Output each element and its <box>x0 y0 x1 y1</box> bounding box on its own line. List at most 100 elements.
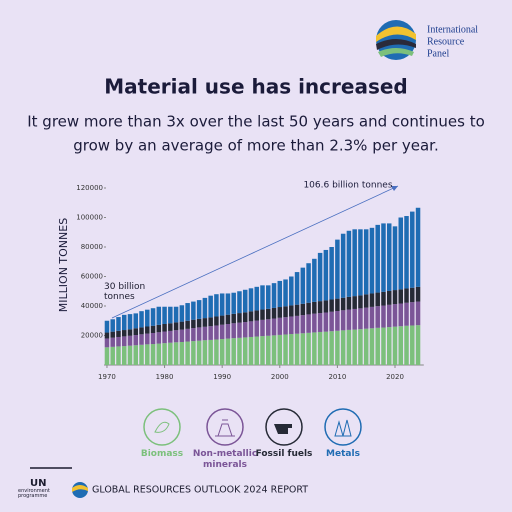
bar-segment <box>191 301 196 320</box>
y-tick-label: 40000 <box>81 302 103 310</box>
bar-segment <box>415 301 421 326</box>
bar-segment <box>381 305 386 328</box>
bar-segment <box>202 318 208 327</box>
bar-segment <box>392 226 398 291</box>
bar-segment <box>104 320 110 333</box>
bar-segment <box>196 340 202 365</box>
bar-segment <box>294 315 300 334</box>
bar-segment <box>145 344 150 365</box>
bar-segment <box>254 320 259 337</box>
bar-segment <box>150 344 156 365</box>
bar-segment <box>231 323 236 339</box>
bar-segment <box>242 322 248 338</box>
bar-segment <box>398 326 404 365</box>
bar-segment <box>375 292 380 307</box>
bar-segment <box>133 313 139 329</box>
bar-segment <box>335 239 340 299</box>
bar-segment <box>237 291 242 314</box>
bar-segment <box>271 335 277 365</box>
bar-segment <box>386 304 392 328</box>
bar-segment <box>317 301 323 314</box>
bar-segment <box>346 230 352 297</box>
bar-segment <box>386 223 392 291</box>
x-tick-label: 1980 <box>156 373 174 381</box>
bar-segment <box>156 332 162 344</box>
bar-segment <box>116 317 121 331</box>
bar-segment <box>358 295 363 309</box>
bar-segment <box>260 309 265 320</box>
bar-segment <box>323 331 329 365</box>
bar-segment <box>145 326 150 334</box>
logo-text: Panel <box>427 48 449 59</box>
bar-segment <box>300 303 306 316</box>
legend-label: Metals <box>326 449 360 459</box>
bar-segment <box>185 328 190 342</box>
bar-segment <box>202 326 208 341</box>
bar-segment <box>392 304 398 327</box>
bar-segment <box>306 314 311 333</box>
bar-segment <box>375 306 380 328</box>
bar-segment <box>254 336 259 365</box>
legend-label: Non-metallic minerals <box>192 449 258 470</box>
bar-segment <box>404 302 409 326</box>
bar-segment <box>392 326 398 365</box>
bar-segment <box>121 314 127 331</box>
bar-segment <box>289 334 294 365</box>
bar-segment <box>358 329 363 365</box>
bar-segment <box>208 295 213 318</box>
bar-segment <box>127 345 133 365</box>
bar-segment <box>179 341 185 365</box>
bar-segment <box>168 330 173 343</box>
bar-segment <box>277 317 283 335</box>
bar-segment <box>346 296 352 310</box>
bar-segment <box>168 306 173 324</box>
bar-segment <box>191 319 196 329</box>
bar-segment <box>185 320 190 329</box>
bar-segment <box>225 314 231 324</box>
bar-segment <box>139 327 144 335</box>
bar-segment <box>340 297 346 311</box>
bar-segment <box>289 305 294 317</box>
bar-segment <box>121 336 127 347</box>
bar-segment <box>381 223 386 292</box>
bar-segment <box>404 288 409 303</box>
bar-segment <box>404 325 409 365</box>
bar-segment <box>208 326 213 340</box>
bar-segment <box>352 308 357 330</box>
bar-segment <box>173 330 179 343</box>
bar-segment <box>139 311 144 328</box>
bar-segment <box>254 310 259 321</box>
bar-segment <box>116 346 121 365</box>
bar-segment <box>346 329 352 365</box>
bar-segment <box>260 285 265 310</box>
bar-segment <box>312 258 317 302</box>
y-tick-label: 80000 <box>81 243 103 251</box>
bar-segment <box>300 315 306 334</box>
bar-segment <box>294 304 300 316</box>
bar-segment <box>110 319 115 332</box>
bar-segment <box>196 300 202 319</box>
bar-segment <box>410 302 415 326</box>
bar-segment <box>375 224 380 293</box>
bar-segment <box>266 308 271 320</box>
bar-segment <box>208 339 213 365</box>
bar-segment <box>335 311 340 331</box>
bar-segment <box>116 336 121 347</box>
bar-segment <box>150 308 156 326</box>
bar-segment <box>196 327 202 341</box>
logo-text: International <box>427 24 478 35</box>
bar-segment <box>386 290 392 305</box>
y-tick-label: 120000 <box>76 184 103 192</box>
bar-segment <box>145 333 150 345</box>
bar-segment <box>317 313 323 332</box>
bar-segment <box>162 343 167 365</box>
x-tick-label: 1970 <box>98 373 116 381</box>
bar-segment <box>386 327 392 365</box>
bar-segment <box>168 342 173 365</box>
bar-segment <box>127 335 133 346</box>
bar-segment <box>312 313 317 333</box>
bar-segment <box>306 263 311 303</box>
bar-segment <box>369 227 375 294</box>
bar-segment <box>335 298 340 312</box>
